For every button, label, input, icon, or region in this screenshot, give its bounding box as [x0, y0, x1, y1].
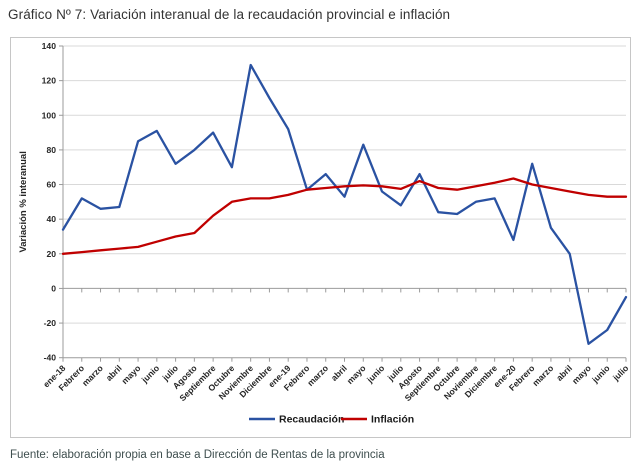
x-tick-label: marzo: [530, 363, 555, 388]
legend-label-1: Inflación: [371, 414, 414, 426]
x-tick-label: mayo: [345, 363, 368, 386]
y-tick-label: 0: [51, 283, 56, 293]
y-tick-label: 20: [46, 249, 56, 259]
y-tick-label: 60: [46, 180, 56, 190]
line-chart: 140120100806040200-20-40ene-18Febreromar…: [18, 41, 630, 426]
legend-label-0: Recaudación: [279, 414, 344, 426]
y-tick-label: 40: [46, 214, 56, 224]
x-tick-label: marzo: [305, 363, 330, 388]
x-tick-label: mayo: [120, 363, 143, 386]
chart-frame: 140 120 100 80 60 40 20 0 -20 -40 ene-18 Febrero mar…: [10, 37, 631, 438]
y-tick-label: 100: [42, 110, 57, 120]
series-line-1: [61, 177, 628, 255]
page-title: Gráfico Nº 7: Variación interanual de la…: [8, 7, 451, 22]
y-tick-label: 80: [46, 145, 56, 155]
x-tick-label: junio: [139, 363, 161, 385]
x-tick-label: julio: [610, 363, 630, 383]
y-tick-label: -20: [44, 318, 57, 328]
y-tick-label: -40: [44, 353, 57, 363]
series-line-0: [61, 63, 628, 345]
x-tick-label: junio: [364, 363, 386, 385]
y-tick-label: 140: [42, 41, 57, 51]
source-note: Fuente: elaboración propia en base a Dir…: [10, 449, 385, 461]
y-axis-title: Variación % interanual: [18, 151, 29, 252]
x-tick-label: mayo: [570, 363, 593, 386]
x-tick-label: marzo: [80, 363, 105, 388]
x-tick-label: junio: [589, 363, 611, 385]
y-tick-label: 120: [42, 76, 57, 86]
